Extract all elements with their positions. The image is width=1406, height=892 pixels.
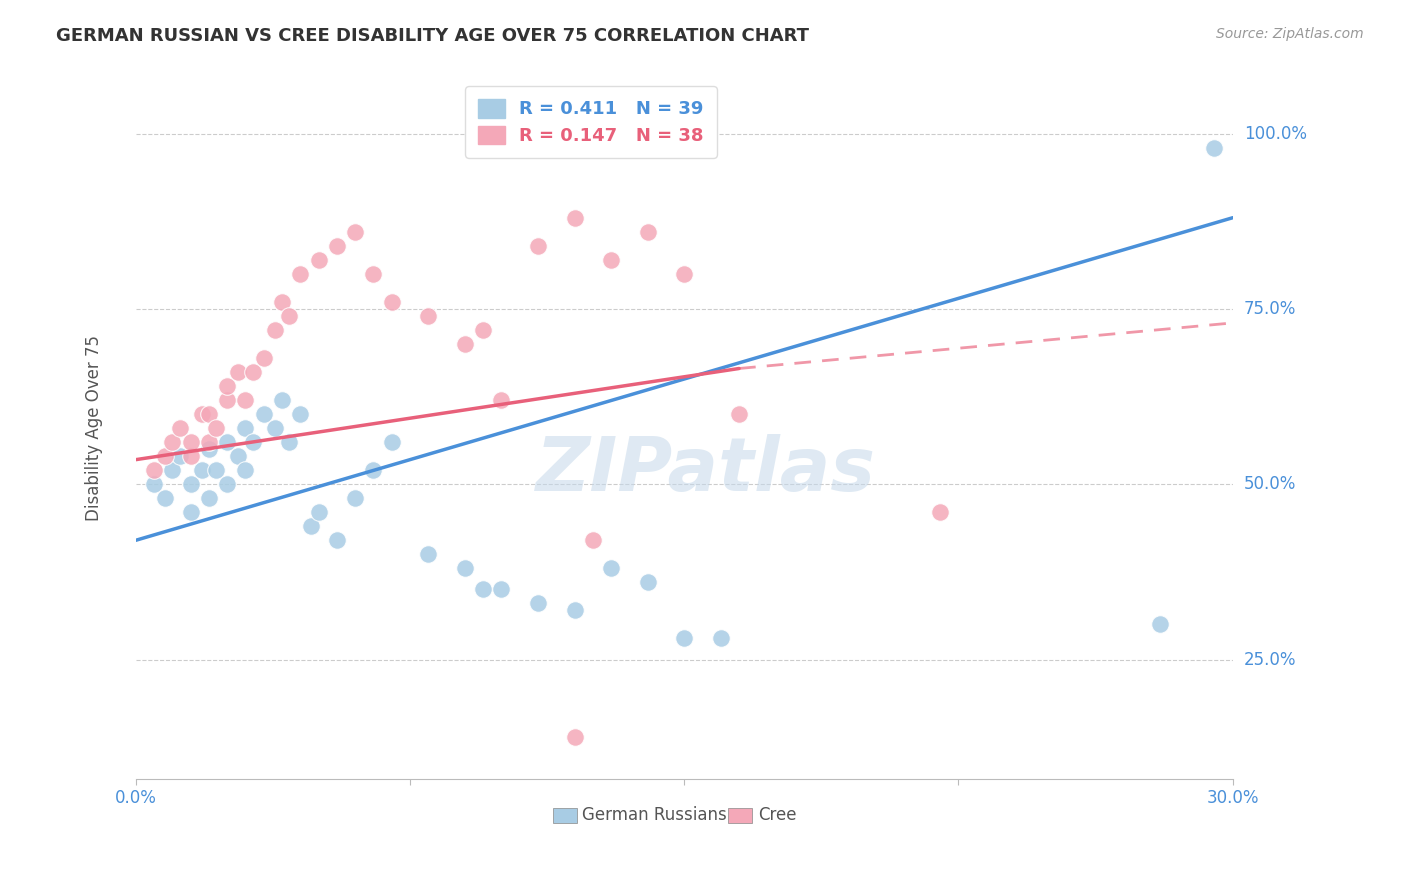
Point [198,442,221,457]
Point [226,449,249,463]
Point [242,435,264,450]
Point [600,252,623,267]
Text: Source: ZipAtlas.com: Source: ZipAtlas.com [1216,27,1364,41]
Point [162,463,184,477]
Point [1204,140,1226,154]
Point [217,392,239,407]
Text: 0.0%: 0.0% [115,789,156,807]
Point [564,730,586,744]
Point [253,407,276,421]
Text: 50.0%: 50.0% [1244,475,1296,493]
Point [235,421,257,435]
Text: 25.0%: 25.0% [1244,650,1296,668]
Text: Disability Age Over 75: Disability Age Over 75 [84,335,103,521]
Point [637,575,659,590]
Point [217,435,239,450]
Point [728,407,751,421]
Point [180,477,202,491]
Point [169,421,191,435]
Point [235,392,257,407]
Point [381,435,404,450]
Point [673,267,696,281]
Point [491,582,513,597]
Point [263,323,285,337]
Point [198,435,221,450]
Point [226,365,249,379]
Point [582,533,605,548]
Text: GERMAN RUSSIAN VS CREE DISABILITY AGE OVER 75 CORRELATION CHART: GERMAN RUSSIAN VS CREE DISABILITY AGE OV… [56,27,810,45]
Text: ZIPatlas: ZIPatlas [536,434,876,507]
Text: Cree: Cree [758,806,796,824]
Point [564,603,586,617]
Bar [553,807,576,823]
Point [143,463,166,477]
Point [278,309,301,323]
Point [326,533,349,548]
Point [564,211,586,225]
Point [217,477,239,491]
Bar [728,807,752,823]
Point [162,435,184,450]
Point [271,392,294,407]
Point [263,421,285,435]
Point [418,309,440,323]
Point [271,294,294,309]
Point [299,519,322,533]
Point [217,379,239,393]
Point [454,337,477,351]
Point [308,252,330,267]
Point [344,491,367,506]
Point [600,561,623,575]
Point [180,449,202,463]
Point [180,505,202,519]
Point [710,632,733,646]
Point [454,561,477,575]
Point [472,323,495,337]
Point [235,463,257,477]
Point [326,239,349,253]
Text: 30.0%: 30.0% [1206,789,1258,807]
Point [363,463,385,477]
Point [290,407,312,421]
Point [527,596,550,610]
Point [290,267,312,281]
Point [190,463,212,477]
Point [308,505,330,519]
Point [344,225,367,239]
Text: 100.0%: 100.0% [1244,125,1306,143]
Point [673,632,696,646]
Point [180,435,202,450]
Point [190,407,212,421]
Point [153,449,176,463]
Point [242,365,264,379]
Point [491,392,513,407]
Legend: R = 0.411   N = 39, R = 0.147   N = 38: R = 0.411 N = 39, R = 0.147 N = 38 [465,87,717,158]
Point [205,421,228,435]
Point [527,239,550,253]
Point [472,582,495,597]
Point [198,407,221,421]
Point [929,505,952,519]
Text: 75.0%: 75.0% [1244,300,1296,318]
Point [153,491,176,506]
Point [278,435,301,450]
Point [205,463,228,477]
Point [198,491,221,506]
Point [143,477,166,491]
Point [169,449,191,463]
Point [363,267,385,281]
Point [381,294,404,309]
Text: German Russians: German Russians [582,806,727,824]
Point [418,547,440,561]
Point [637,225,659,239]
Point [1149,617,1171,632]
Point [253,351,276,365]
